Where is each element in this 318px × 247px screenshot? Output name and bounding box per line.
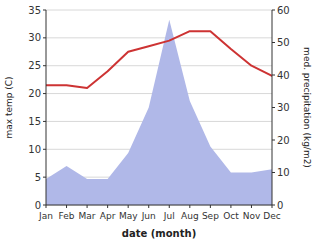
x-tick — [107, 205, 108, 208]
x-tick-label: Jan — [38, 211, 53, 221]
y-tick-label: 0 — [35, 200, 41, 211]
temperature-line — [46, 31, 272, 88]
y-tick — [43, 10, 46, 11]
x-tick — [272, 205, 273, 208]
y-tick-label: 5 — [35, 172, 41, 183]
y2-tick — [272, 172, 275, 173]
x-tick-label: May — [119, 211, 138, 221]
y2-tick-label: 40 — [277, 70, 290, 81]
y2-tick — [272, 75, 275, 76]
y-tick — [43, 177, 46, 178]
y2-tick — [272, 10, 275, 11]
x-tick-label: Jun — [141, 211, 156, 221]
y-tick — [43, 37, 46, 38]
x-tick — [251, 205, 252, 208]
y-tick-label: 25 — [28, 60, 41, 71]
y2-tick-label: 60 — [277, 5, 290, 16]
x-tick — [148, 205, 149, 208]
y2-tick-label: 30 — [277, 102, 290, 113]
x-tick — [230, 205, 231, 208]
x-tick-label: Oct — [223, 211, 239, 221]
y2-tick-label: 0 — [277, 200, 283, 211]
x-tick-label: Jul — [163, 211, 175, 221]
y-axis-line — [46, 10, 47, 205]
y-tick — [43, 65, 46, 66]
x-tick-label: Aug — [181, 211, 199, 221]
y2-tick-label: 20 — [277, 135, 290, 146]
x-tick — [128, 205, 129, 208]
x-tick — [87, 205, 88, 208]
y-tick-label: 15 — [28, 116, 41, 127]
y-tick — [43, 149, 46, 150]
y2-axis-label: med. precipitation (kg/m2) — [302, 47, 312, 168]
y2-tick — [272, 140, 275, 141]
y-tick — [43, 93, 46, 94]
x-tick — [46, 205, 47, 208]
x-axis-line — [46, 205, 272, 206]
x-tick-label: Nov — [243, 211, 261, 221]
x-tick-label: Mar — [79, 211, 96, 221]
x-axis-label: date (month) — [122, 228, 196, 239]
grid-line — [46, 37, 272, 38]
y-axis-label: max temp (C) — [4, 76, 14, 138]
precipitation-area — [46, 20, 272, 205]
y-tick-label: 35 — [28, 5, 41, 16]
plot-area — [46, 20, 272, 205]
y-tick-label: 20 — [28, 88, 41, 99]
grid-line — [46, 205, 272, 206]
y-tick-label: 30 — [28, 32, 41, 43]
y-tick-label: 10 — [28, 144, 41, 155]
x-tick-label: Apr — [100, 211, 116, 221]
y2-tick-label: 10 — [277, 167, 290, 178]
chart: 0 5 10 15 20 25 30 35 0 10 20 30 40 50 60 Jan Feb Mar AprM… — [0, 0, 318, 247]
grid-line — [46, 10, 272, 11]
x-tick — [169, 205, 170, 208]
x-tick-label: Dec — [263, 211, 280, 221]
x-tick — [66, 205, 67, 208]
y2-tick-label: 50 — [277, 37, 290, 48]
y-tick — [43, 121, 46, 122]
x-tick-label: Feb — [59, 211, 75, 221]
y2-tick — [272, 42, 275, 43]
x-tick-label: Sep — [202, 211, 219, 221]
x-tick — [189, 205, 190, 208]
x-tick — [210, 205, 211, 208]
y2-tick — [272, 107, 275, 108]
